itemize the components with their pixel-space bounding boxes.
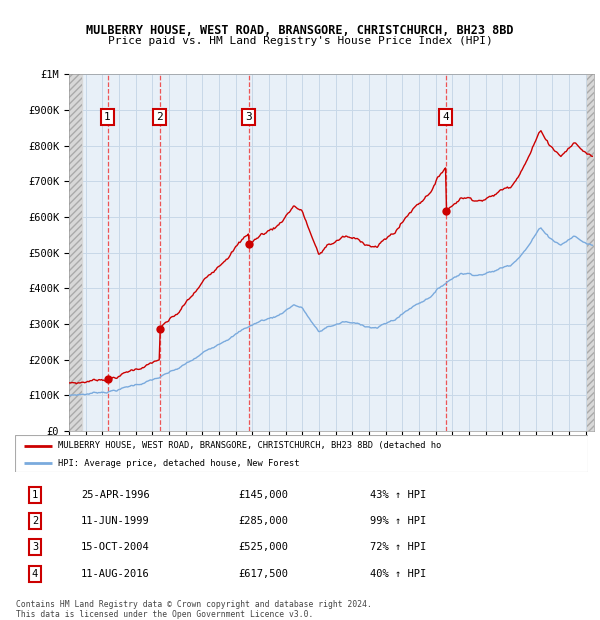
Text: 40% ↑ HPI: 40% ↑ HPI (370, 569, 427, 578)
Text: 3: 3 (32, 542, 38, 552)
Text: £145,000: £145,000 (238, 490, 289, 500)
Text: 4: 4 (32, 569, 38, 578)
Bar (587, 74, 594, 431)
Text: 11-AUG-2016: 11-AUG-2016 (81, 569, 149, 578)
Bar (587, 74, 594, 431)
Text: Price paid vs. HM Land Registry's House Price Index (HPI): Price paid vs. HM Land Registry's House … (107, 36, 493, 46)
FancyBboxPatch shape (15, 435, 588, 472)
Text: MULBERRY HOUSE, WEST ROAD, BRANSGORE, CHRISTCHURCH, BH23 8BD: MULBERRY HOUSE, WEST ROAD, BRANSGORE, CH… (86, 24, 514, 37)
Bar (69, 74, 82, 431)
Text: £617,500: £617,500 (238, 569, 289, 578)
Text: 99% ↑ HPI: 99% ↑ HPI (370, 516, 427, 526)
Bar (69, 74, 82, 431)
Text: Contains HM Land Registry data © Crown copyright and database right 2024.
This d: Contains HM Land Registry data © Crown c… (16, 600, 372, 619)
Text: 43% ↑ HPI: 43% ↑ HPI (370, 490, 427, 500)
Text: 1: 1 (32, 490, 38, 500)
Text: 25-APR-1996: 25-APR-1996 (81, 490, 149, 500)
Text: 15-OCT-2004: 15-OCT-2004 (81, 542, 149, 552)
Text: 11-JUN-1999: 11-JUN-1999 (81, 516, 149, 526)
Text: 72% ↑ HPI: 72% ↑ HPI (370, 542, 427, 552)
Text: 2: 2 (32, 516, 38, 526)
Text: £285,000: £285,000 (238, 516, 289, 526)
Text: 1: 1 (104, 112, 111, 122)
Text: HPI: Average price, detached house, New Forest: HPI: Average price, detached house, New … (58, 459, 299, 467)
Text: £525,000: £525,000 (238, 542, 289, 552)
Text: 2: 2 (156, 112, 163, 122)
Text: MULBERRY HOUSE, WEST ROAD, BRANSGORE, CHRISTCHURCH, BH23 8BD (detached ho: MULBERRY HOUSE, WEST ROAD, BRANSGORE, CH… (58, 441, 441, 450)
Text: 4: 4 (442, 112, 449, 122)
Text: 3: 3 (245, 112, 252, 122)
